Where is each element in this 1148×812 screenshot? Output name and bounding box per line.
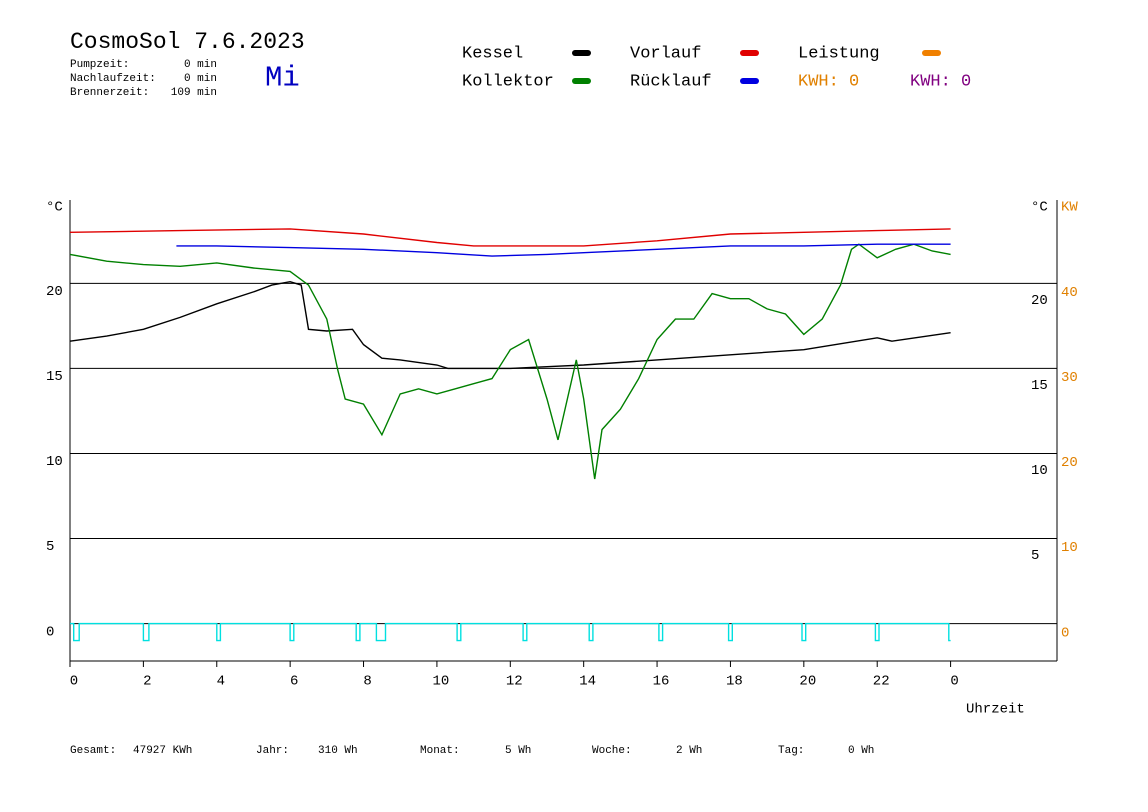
info-label: Nachlaufzeit: bbox=[70, 73, 156, 85]
y2-tick-label: 20 bbox=[1061, 455, 1078, 471]
y-tick-label-right: 10 bbox=[1031, 463, 1048, 479]
y-tick-label-right: 5 bbox=[1031, 548, 1039, 564]
series-line bbox=[69, 228, 951, 247]
x-tick-label: 20 bbox=[799, 674, 816, 690]
footer-label: Woche: bbox=[592, 745, 632, 757]
info-value: 0 min bbox=[184, 59, 217, 71]
footer-value: 310 Wh bbox=[318, 745, 358, 757]
y-axis-label: °C bbox=[46, 200, 63, 216]
series-line bbox=[70, 622, 951, 642]
kwh-label: KWH: 0 bbox=[910, 72, 971, 91]
footer-value: 2 Wh bbox=[676, 745, 702, 757]
y-tick-label: 5 bbox=[46, 539, 54, 555]
y-axis-label-right: °C bbox=[1031, 200, 1048, 216]
legend-label: Vorlauf bbox=[630, 44, 701, 63]
x-tick-label: 14 bbox=[579, 674, 596, 690]
x-tick-label: 16 bbox=[653, 674, 670, 690]
y-tick-label: 10 bbox=[46, 454, 63, 470]
footer-label: Gesamt: bbox=[70, 745, 116, 757]
x-tick-label: 10 bbox=[433, 674, 450, 690]
series-line bbox=[176, 243, 951, 257]
weekday: Mi bbox=[265, 62, 300, 95]
y2-tick-label: 30 bbox=[1061, 370, 1078, 386]
y2-axis-label: KW bbox=[1061, 200, 1078, 216]
x-tick-label: 22 bbox=[873, 674, 890, 690]
y-tick-label-right: 20 bbox=[1031, 293, 1048, 309]
series-line bbox=[69, 243, 951, 480]
footer-value: 47927 KWh bbox=[133, 745, 192, 757]
y-tick-label: 0 bbox=[46, 624, 54, 640]
footer-value: 5 Wh bbox=[505, 745, 531, 757]
x-tick-label: 0 bbox=[950, 674, 958, 690]
y-tick-label: 15 bbox=[46, 369, 63, 385]
info-value: 0 min bbox=[184, 73, 217, 85]
footer-label: Tag: bbox=[778, 745, 804, 757]
y2-tick-label: 0 bbox=[1061, 625, 1069, 641]
info-label: Brennerzeit: bbox=[70, 87, 149, 99]
footer-value: 0 Wh bbox=[848, 745, 874, 757]
kwh-label: KWH: 0 bbox=[798, 72, 859, 91]
y2-tick-label: 40 bbox=[1061, 285, 1078, 301]
x-tick-label: 12 bbox=[506, 674, 523, 690]
footer-label: Monat: bbox=[420, 745, 460, 757]
y-tick-label: 20 bbox=[46, 284, 63, 300]
info-value: 109 min bbox=[171, 87, 217, 99]
x-tick-label: 2 bbox=[143, 674, 151, 690]
x-tick-label: 4 bbox=[217, 674, 225, 690]
x-tick-label: 0 bbox=[70, 674, 78, 690]
chart-title: CosmoSol 7.6.2023 bbox=[70, 29, 305, 55]
series-line bbox=[69, 280, 951, 370]
legend-label: Rücklauf bbox=[630, 72, 712, 91]
x-tick-label: 6 bbox=[290, 674, 298, 690]
legend-label: Leistung bbox=[798, 44, 880, 63]
legend-label: Kessel bbox=[462, 44, 523, 63]
y-tick-label-right: 15 bbox=[1031, 378, 1048, 394]
x-tick-label: 8 bbox=[363, 674, 371, 690]
y2-tick-label: 10 bbox=[1061, 540, 1078, 556]
x-axis-label: Uhrzeit bbox=[966, 702, 1025, 718]
legend-label: Kollektor bbox=[462, 72, 554, 91]
x-tick-label: 18 bbox=[726, 674, 743, 690]
footer-label: Jahr: bbox=[256, 745, 289, 757]
info-label: Pumpzeit: bbox=[70, 59, 129, 71]
